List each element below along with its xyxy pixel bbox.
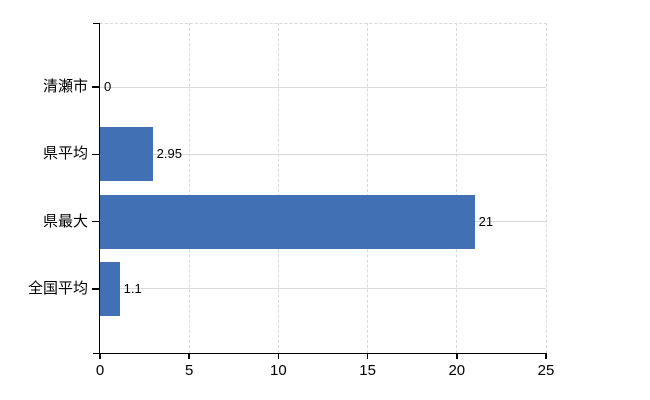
x-axis-tick — [277, 354, 280, 359]
y-axis-tick — [92, 220, 100, 223]
category-label: 清瀬市 — [42, 78, 88, 95]
vertical-gridline — [367, 23, 369, 353]
category-label: 全国平均 — [27, 279, 88, 297]
x-tick-label: 10 — [270, 362, 287, 379]
x-axis-tick — [545, 354, 547, 359]
bar — [100, 194, 475, 249]
x-tick-label: 20 — [448, 362, 466, 379]
x-axis-tick — [99, 354, 101, 359]
x-axis-tick — [188, 354, 190, 359]
vertical-gridline — [456, 23, 458, 353]
y-axis-end-tick — [92, 22, 100, 24]
y-axis-tick — [92, 153, 100, 156]
y-axis-tick — [92, 288, 100, 290]
x-tick-label: 25 — [537, 362, 555, 379]
horizontal-gridline — [100, 288, 546, 290]
vertical-gridline — [277, 23, 279, 353]
category-label: 県平均 — [42, 145, 88, 163]
plot-top-frame-line — [100, 23, 547, 24]
x-tick-label: 0 — [95, 362, 105, 379]
horizontal-gridline — [100, 86, 546, 88]
category-label: 県最大 — [42, 212, 88, 230]
bar-value-label: 2.95 — [156, 146, 182, 162]
vertical-gridline — [545, 23, 547, 353]
bar — [100, 261, 120, 316]
x-axis-tick — [366, 354, 369, 359]
x-tick-label: 15 — [359, 362, 376, 379]
x-axis-line — [92, 352, 547, 354]
vertical-gridline — [188, 23, 190, 353]
horizontal-gridline — [100, 153, 546, 155]
x-tick-label: 5 — [185, 362, 194, 379]
bar-value-label: 1.1 — [123, 280, 142, 296]
y-axis-tick — [92, 86, 100, 88]
x-axis-tick — [456, 354, 458, 359]
bar — [100, 127, 153, 182]
bar-value-label: 21 — [478, 213, 494, 229]
bar-value-label: 0 — [104, 79, 112, 94]
y-axis-line — [98, 23, 100, 354]
